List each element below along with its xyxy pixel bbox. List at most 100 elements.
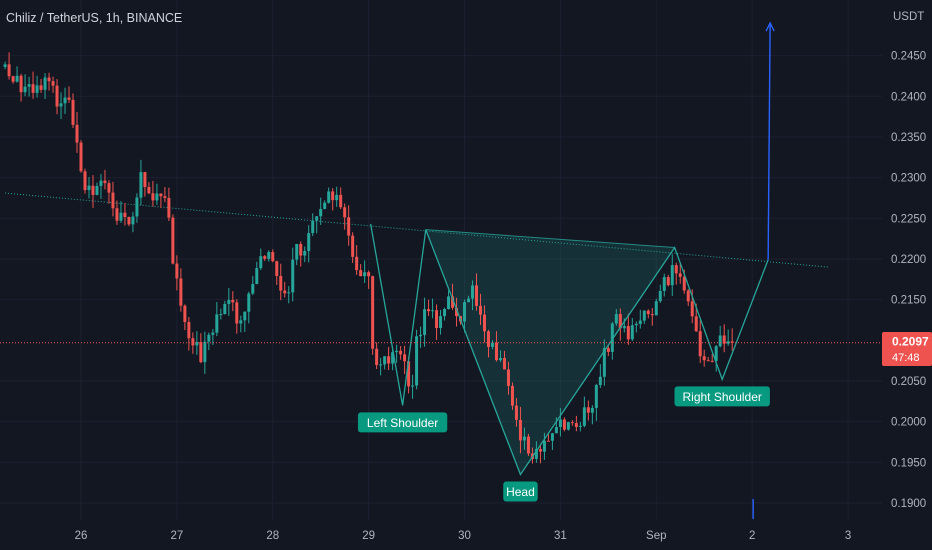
candle-body (55, 85, 59, 107)
price-tick-label: 0.2000 (891, 417, 926, 429)
candle-body (494, 342, 498, 361)
candle-body (243, 311, 247, 321)
candle-body (291, 259, 295, 293)
candle-body (618, 314, 622, 329)
candle-body (379, 364, 383, 366)
candle-body (714, 346, 718, 362)
candle-body (642, 310, 646, 321)
candle-body (283, 290, 287, 294)
target-arrow (767, 23, 771, 260)
candle-body (19, 75, 23, 93)
candle-body (455, 307, 459, 317)
candle-body (658, 290, 662, 302)
candle-body (83, 171, 87, 191)
last-price-badge-bg (882, 332, 932, 366)
candle-body (638, 320, 642, 324)
pattern-lines (369, 21, 775, 519)
chart-title: Chiliz / TetherUS, 1h, BINANCE (6, 11, 182, 25)
candle-body (59, 103, 63, 107)
candle-body (626, 325, 630, 340)
candle-body (566, 422, 570, 430)
candle-body (690, 301, 694, 317)
axes: Chiliz / TetherUS, 1h, BINANCE USDT 0.24… (6, 11, 932, 542)
candle-body (522, 436, 526, 441)
candle-body (47, 77, 51, 82)
candle-body (534, 448, 538, 459)
last-price-badge: 0.2097 47:48 (882, 332, 932, 366)
candle-body (363, 272, 367, 277)
price-tick-label: 0.2200 (891, 254, 926, 266)
price-axis[interactable]: 0.2450 0.2400 0.2350 0.2300 0.2250 0.2200 0.21… (891, 51, 926, 510)
candle-body (439, 316, 443, 328)
price-tick-label: 0.2300 (891, 173, 926, 185)
candle-body (187, 322, 191, 339)
candle-body (127, 217, 131, 225)
candle-body (259, 256, 263, 269)
candle-body (710, 360, 714, 362)
candle-body (275, 261, 279, 276)
candle-body (191, 338, 195, 346)
time-tick-label: 31 (554, 530, 567, 542)
candle-body (311, 220, 315, 234)
time-tick-label: 3 (845, 530, 851, 542)
candle-body (223, 303, 227, 315)
head-label-text: Head (506, 485, 535, 499)
candle-body (443, 309, 447, 317)
candle-body (582, 407, 586, 426)
candle-body (7, 64, 11, 77)
time-axis[interactable]: 26 27 28 29 30 31 Sep 2 3 (75, 530, 852, 542)
candle-body (351, 235, 355, 257)
candle-body (682, 276, 686, 291)
candle-body (107, 183, 111, 193)
candle-body (27, 84, 31, 87)
candles (3, 52, 734, 464)
candle-body (387, 356, 391, 364)
right-shoulder-label-text: Right Shoulder (683, 390, 762, 404)
right-shoulder-label: Right Shoulder (674, 386, 770, 407)
candle-body (367, 272, 371, 277)
candle-body (622, 325, 626, 329)
candle-body (167, 197, 171, 218)
candle-body (255, 268, 259, 284)
candle-body (435, 310, 439, 328)
candle-body (35, 85, 39, 93)
candle-body (359, 270, 363, 277)
candle-body (598, 376, 602, 386)
last-price-value: 0.2097 (892, 335, 929, 349)
candle-body (219, 314, 223, 316)
candle-body (482, 314, 486, 332)
candle-body (419, 334, 423, 337)
candle-body (506, 369, 510, 386)
candle-body (554, 427, 558, 434)
candle-body (235, 302, 239, 324)
candle-body (602, 348, 606, 377)
candle-body (686, 290, 690, 302)
candle-body (614, 314, 618, 324)
candle-body (111, 192, 115, 209)
candle-body (335, 194, 339, 201)
candle-body (175, 263, 179, 279)
candle-body (211, 332, 215, 335)
candle-body (610, 323, 614, 352)
right-shoulder-label-bg (674, 386, 770, 407)
candle-body (319, 208, 323, 217)
candle-body (195, 342, 199, 346)
candle-body (115, 208, 119, 221)
candle-body (490, 342, 494, 347)
left-shoulder-label-text: Left Shoulder (367, 416, 438, 430)
candle-body (586, 407, 590, 413)
candle-body (371, 276, 375, 349)
candle-body (634, 323, 638, 326)
candle-body (239, 320, 243, 324)
candle-body (103, 180, 107, 184)
candle-body (91, 185, 95, 195)
candle-body (31, 84, 35, 93)
head-label-bg (503, 481, 538, 502)
candle-body (678, 273, 682, 277)
candle-body (630, 325, 634, 340)
candle-body (3, 64, 7, 67)
candle-body (79, 142, 83, 172)
candle-body (395, 350, 399, 353)
